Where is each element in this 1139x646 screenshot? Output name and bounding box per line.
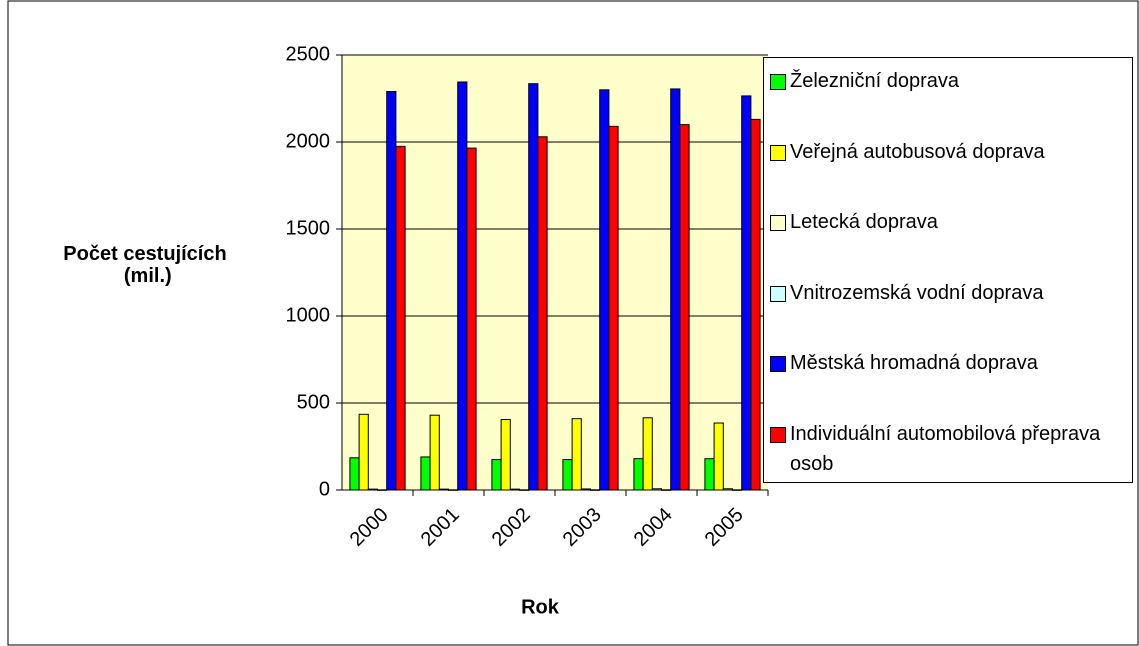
bar <box>722 488 733 491</box>
legend: Železniční doprava Veřejná autobusová dop… <box>763 57 1133 483</box>
x-tick-label: 2005 <box>701 504 748 551</box>
bar <box>670 88 681 491</box>
bar <box>457 81 468 491</box>
bar <box>571 418 582 491</box>
bar <box>367 488 378 491</box>
legend-entry: Individuální automobilová přeprava osob <box>770 419 1126 479</box>
bar <box>608 125 619 491</box>
bar <box>580 488 591 491</box>
legend-label: Městská hromadná doprava <box>790 352 1038 374</box>
legend-swatch <box>770 356 786 372</box>
y-tick-label: 500 <box>297 391 330 413</box>
legend-swatch <box>770 144 786 161</box>
chart-border <box>7 0 1139 646</box>
bar <box>358 413 369 491</box>
bar <box>661 489 672 491</box>
y-tick-label: 1000 <box>286 304 331 326</box>
x-tick-label: 2001 <box>417 504 464 551</box>
legend-entry: Veřejná autobusová doprava <box>770 137 1126 167</box>
bar <box>562 459 573 491</box>
plot-area <box>342 55 768 490</box>
legend-entry: Železniční doprava <box>770 66 1126 96</box>
bar <box>651 488 662 491</box>
legend-swatch <box>770 426 786 443</box>
bar <box>519 489 530 491</box>
bar <box>642 417 653 491</box>
bar <box>633 458 644 491</box>
legend-entry: Městská hromadná doprava <box>770 348 1126 378</box>
legend-label: Veřejná autobusová doprava <box>790 140 1045 163</box>
bar <box>500 419 511 491</box>
bar <box>491 459 502 491</box>
bar <box>438 488 449 491</box>
y-tick-label: 2000 <box>286 130 331 152</box>
legend-entry: Vnitrozemská vodní doprava <box>770 278 1126 308</box>
x-tick-label: 2004 <box>630 504 677 551</box>
bar <box>679 124 690 491</box>
legend-label: Individuální automobilová přeprava osob <box>790 422 1101 475</box>
legend-swatch <box>770 215 786 231</box>
bar <box>732 489 743 491</box>
bar <box>704 458 715 491</box>
bar <box>741 95 752 491</box>
y-tick-label: 2500 <box>286 43 331 65</box>
legend-label: Železniční doprava <box>790 70 959 92</box>
x-tick-label: 2002 <box>488 504 535 551</box>
bar <box>420 456 431 491</box>
bar <box>377 489 388 491</box>
bar <box>448 489 459 491</box>
y-tick-label: 1500 <box>286 217 331 239</box>
bar <box>713 422 724 491</box>
x-tick-label: 2000 <box>346 504 393 551</box>
bar <box>528 83 539 491</box>
y-axis-title: Počet cestujících (mil.) <box>63 243 226 287</box>
bar <box>395 145 406 491</box>
legend-label: Letecká doprava <box>790 211 938 233</box>
x-axis-title: Rok <box>521 596 560 618</box>
legend-swatch <box>770 74 786 90</box>
bar <box>537 136 548 491</box>
bar <box>386 91 397 491</box>
y-tick-label: 0 <box>319 478 330 500</box>
bar <box>349 457 360 491</box>
legend-swatch <box>770 285 786 302</box>
bar <box>429 414 440 491</box>
bar <box>590 489 601 491</box>
bar <box>466 147 477 491</box>
bar <box>750 118 761 491</box>
legend-label: Vnitrozemská vodní doprava <box>790 281 1044 304</box>
legend-entry: Letecká doprava <box>770 207 1126 237</box>
bar <box>509 488 520 491</box>
x-tick-label: 2003 <box>559 504 606 551</box>
bar <box>599 89 610 491</box>
